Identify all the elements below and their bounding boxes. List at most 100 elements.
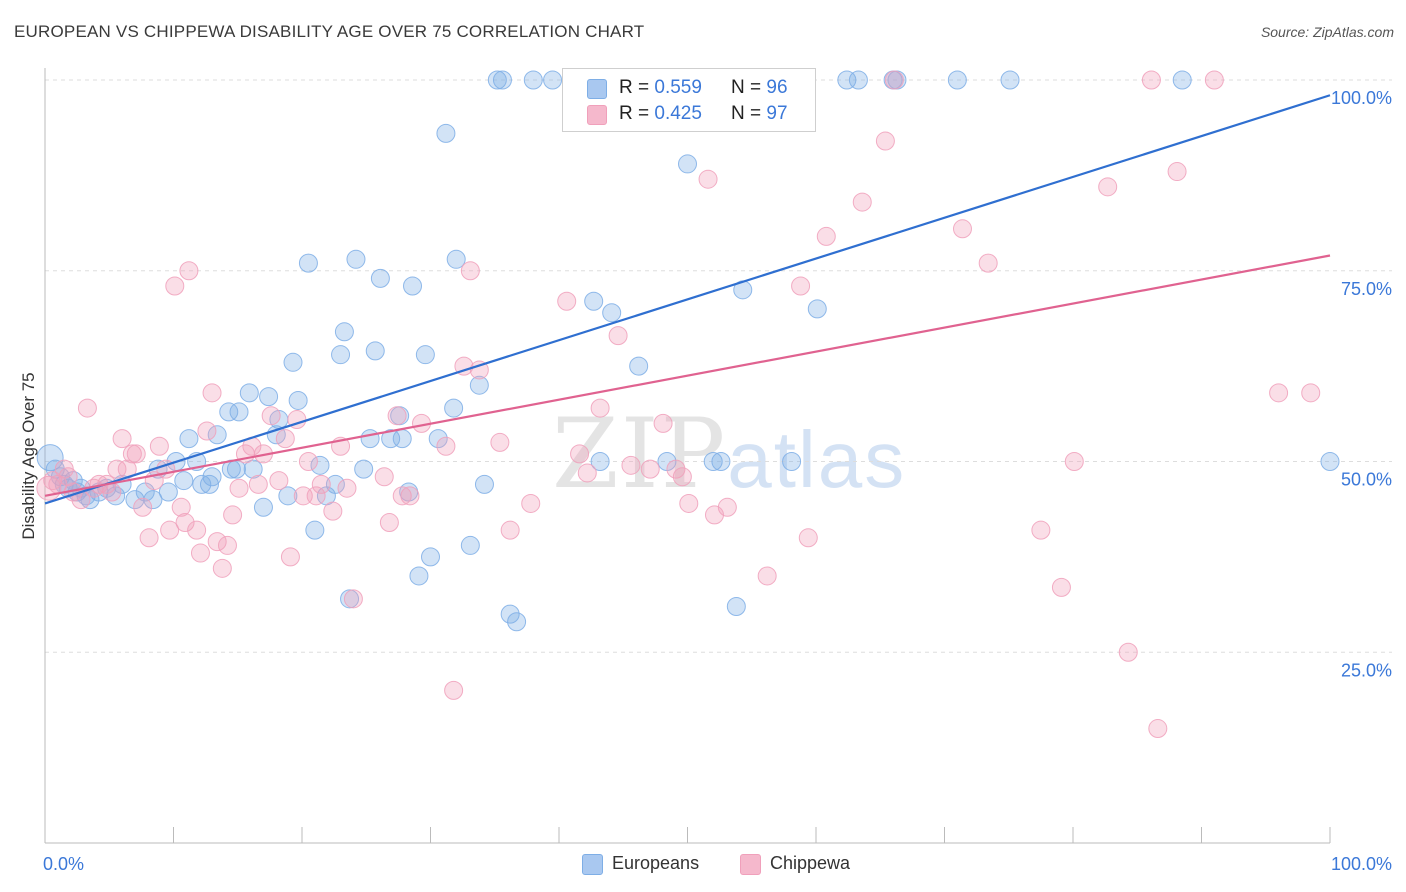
chippewa-point	[698, 169, 718, 189]
chippewa-point	[460, 261, 480, 281]
chippewa-point	[952, 219, 972, 239]
chippewa-point	[43, 471, 63, 491]
europeans-point	[678, 154, 697, 174]
europeans-point	[325, 474, 345, 494]
europeans-point	[711, 452, 731, 471]
watermark: ZIPatlas	[552, 398, 906, 510]
chippewa-point	[160, 520, 180, 540]
europeans-point	[1320, 452, 1340, 471]
europeans-swatch	[587, 79, 607, 99]
europeans-point	[243, 459, 263, 479]
chippewa-point	[1269, 383, 1289, 403]
europeans-point	[837, 70, 857, 90]
chippewa-point	[343, 589, 363, 609]
europeans-point	[253, 497, 273, 517]
europeans-point	[392, 429, 412, 449]
chippewa-point	[280, 547, 300, 567]
chippewa-swatch	[587, 105, 607, 125]
europeans-point	[158, 482, 178, 502]
chippewa-point	[454, 356, 474, 376]
chippewa-point	[717, 497, 737, 517]
europeans-point	[1000, 70, 1020, 90]
chippewa-point	[190, 543, 210, 563]
chippewa-point	[298, 452, 318, 471]
europeans-point	[403, 276, 423, 296]
chippewa-point	[1051, 577, 1071, 597]
axis-labels: 25.0% 50.0% 75.0% 100.0% 0.0% 100.0% Disabilit…	[19, 88, 1392, 874]
europeans-point	[602, 303, 622, 323]
chippewa-point	[1031, 520, 1051, 540]
chippewa-point	[337, 478, 357, 498]
europeans-n: N = 96	[731, 77, 788, 98]
chippewa-point	[139, 528, 159, 548]
series-chippewa	[36, 70, 1321, 739]
europeans-point	[436, 123, 456, 143]
chippewa-point	[679, 493, 699, 513]
chippewa-point	[171, 497, 191, 517]
series-legend: Europeans Chippewa	[0, 852, 1406, 878]
chippewa-point	[816, 226, 836, 246]
chippewa-point	[165, 276, 185, 296]
europeans-point	[507, 612, 527, 632]
europeans-point	[259, 387, 279, 407]
chippewa-point	[71, 490, 91, 510]
europeans-point	[415, 345, 435, 365]
chippewa-point	[387, 406, 407, 426]
chippewa-point	[500, 520, 520, 540]
chippewa-point	[207, 532, 227, 552]
europeans-point	[584, 291, 604, 311]
chippewa-point	[187, 520, 207, 540]
europeans-point	[703, 452, 723, 471]
europeans-point	[283, 352, 303, 372]
scatter-points	[36, 70, 1340, 739]
chippewa-point	[197, 421, 217, 441]
chippewa-point	[1204, 70, 1224, 90]
watermark-atlas: atlas	[727, 415, 907, 504]
chippewa-point	[261, 406, 281, 426]
stats-legend: R = 0.559 N = 96 R = 0.425 N = 97	[562, 68, 816, 132]
chippewa-point	[590, 398, 610, 418]
chippewa-point	[577, 463, 597, 483]
europeans-point	[288, 390, 308, 410]
chippewa-point	[640, 459, 660, 479]
chippewa-point	[608, 326, 628, 346]
chippewa-r: R = 0.425	[619, 103, 702, 124]
europeans-point	[365, 341, 385, 361]
europeans-point	[179, 429, 199, 449]
chippewa-point	[436, 436, 456, 456]
chippewa-point	[1301, 383, 1321, 403]
chippewa-point	[978, 253, 998, 273]
europeans-point	[474, 474, 494, 494]
europeans-point	[446, 249, 466, 269]
chippewa-n: N = 97	[731, 103, 788, 124]
chippewa-legend-swatch	[740, 854, 761, 875]
y-tick-label: 25.0%	[1341, 660, 1392, 680]
chippewa-point	[1148, 719, 1168, 739]
europeans-point	[360, 429, 380, 449]
chippewa-point	[175, 513, 195, 533]
chippewa-point	[248, 474, 268, 494]
chippewa-point	[107, 459, 127, 479]
europeans-point	[199, 474, 219, 494]
europeans-point	[409, 566, 429, 586]
europeans-legend-swatch	[582, 854, 603, 875]
europeans-trend-line	[44, 94, 1331, 505]
europeans-point	[219, 402, 239, 422]
y-tick-label: 50.0%	[1341, 470, 1392, 490]
chippewa-point	[217, 535, 237, 555]
europeans-point	[444, 398, 464, 418]
europeans-point	[807, 299, 827, 319]
europeans-point	[782, 452, 802, 471]
chippewa-point	[1098, 177, 1118, 197]
europeans-point	[207, 425, 227, 445]
chippewa-point	[133, 497, 153, 517]
europeans-point	[239, 383, 259, 403]
chippewa-point	[469, 360, 489, 380]
chippewa-point	[621, 455, 641, 475]
europeans-point	[469, 375, 489, 395]
chippewa-point	[1118, 642, 1138, 662]
chippewa-point	[202, 383, 222, 403]
europeans-point	[947, 70, 967, 90]
chippewa-point	[102, 482, 122, 502]
chippewa-point	[229, 478, 249, 498]
